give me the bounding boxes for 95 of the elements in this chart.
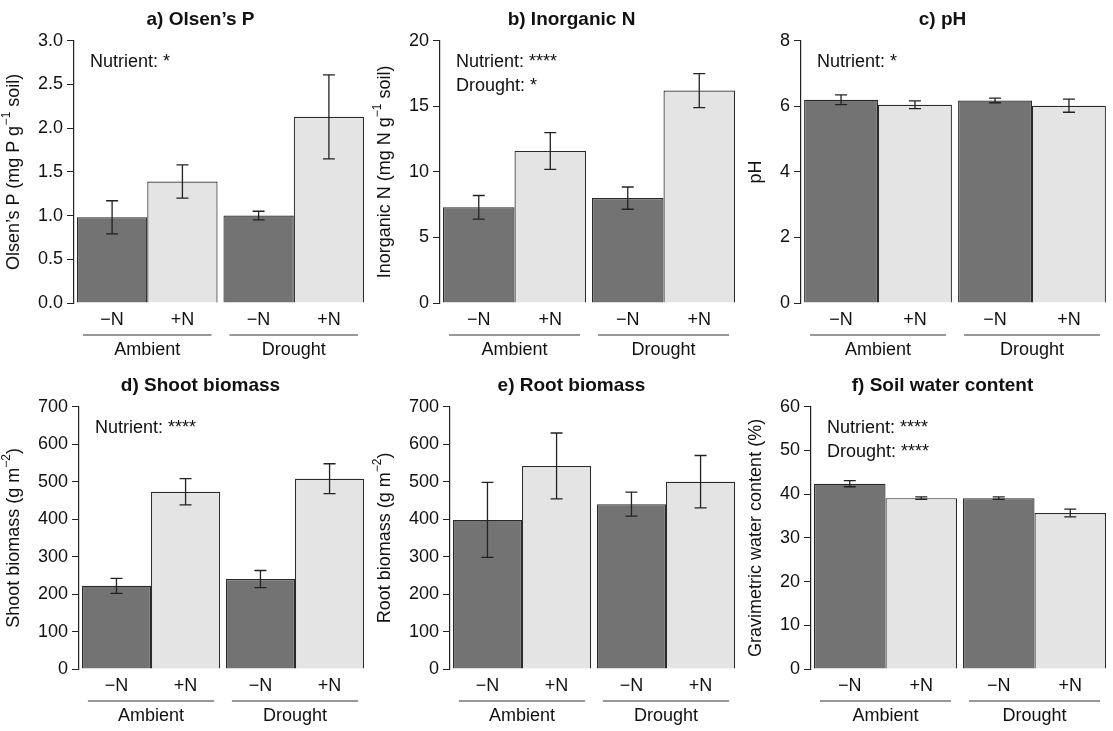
y-tick-label: 0 <box>790 657 801 678</box>
chart-title: e) Root biomass <box>497 373 646 395</box>
y-axis-title: Root biomass (g m−2) <box>370 452 394 623</box>
annotation: Nutrient: **** <box>456 50 558 71</box>
series-label: +N <box>538 308 563 329</box>
annotation: Nutrient: **** <box>827 416 929 437</box>
y-tick-label: 10 <box>779 613 801 634</box>
y-tick-label: 200 <box>37 582 69 603</box>
y-axis-title: Shoot biomass (g m−2) <box>0 447 23 628</box>
series-label: −N <box>467 308 491 329</box>
x-tick-label: Ambient <box>489 704 556 725</box>
x-tick-label: Drought <box>261 338 326 359</box>
series-label: +N <box>903 308 927 329</box>
chart-title: b) Inorganic N <box>507 7 636 29</box>
text: −N <box>615 308 640 329</box>
text: +N <box>1057 308 1081 329</box>
y-tick-label: 40 <box>779 482 801 503</box>
x-tick-label: Ambient <box>481 338 548 359</box>
y-tick-label: 0.0 <box>37 291 64 312</box>
x-tick-label: Drought <box>999 338 1065 359</box>
y-tick-label: 0 <box>58 657 69 678</box>
y-axis-title: Olsen’s P (mg P g−1 soil) <box>0 73 23 271</box>
text: −N <box>983 308 1007 329</box>
text: −N <box>248 674 273 695</box>
chart-title: c) pH <box>918 7 967 29</box>
text: +N <box>687 308 712 329</box>
y-tick-label: 1.5 <box>37 160 64 181</box>
y-tick-label: 300 <box>37 545 69 566</box>
series-label: −N <box>838 674 862 695</box>
chart-title: a) Olsen’s P <box>146 7 255 29</box>
y-tick-label: 50 <box>779 438 801 459</box>
annotation: Nutrient: **** <box>95 416 197 437</box>
text: −N <box>246 308 271 329</box>
y-tick-label: 30 <box>779 526 801 547</box>
series-label: +N <box>173 674 198 695</box>
x-tick-label: Drought <box>633 704 699 725</box>
text: −N <box>986 674 1011 695</box>
y-tick-label: 8 <box>780 29 791 50</box>
y-tick-label: 2.0 <box>37 117 64 138</box>
y-tick-label: 2.5 <box>37 73 64 94</box>
y-tick-label: 20 <box>779 570 801 591</box>
x-tick-label: Drought <box>262 704 328 725</box>
y-tick-label: 1.0 <box>37 204 64 225</box>
y-axis-title: pH <box>744 160 765 184</box>
y-tick-label: 5 <box>419 226 430 247</box>
y-tick-label: 0 <box>429 657 440 678</box>
y-tick-label: 2 <box>780 226 791 247</box>
y-tick-label: 300 <box>408 545 440 566</box>
series-label: +N <box>170 308 195 329</box>
y-tick-label: 20 <box>408 29 430 50</box>
text: +N <box>317 674 342 695</box>
y-tick-label: 500 <box>408 470 440 491</box>
x-tick-label: Ambient <box>114 338 181 359</box>
y-axis-title: Inorganic N (mg N g−1 soil) <box>370 65 394 279</box>
y-tick-label: 500 <box>37 470 69 491</box>
chart-title: d) Shoot biomass <box>120 373 281 395</box>
series-label: +N <box>909 674 934 695</box>
annotation: Nutrient: * <box>90 50 171 71</box>
x-tick-label: Drought <box>631 338 696 359</box>
y-tick-label: 3.0 <box>37 29 64 50</box>
series-label: −N <box>829 308 853 329</box>
text: +N <box>1058 674 1083 695</box>
y-tick-label: 0 <box>419 291 430 312</box>
y-tick-label: 700 <box>37 395 69 416</box>
y-tick-label: 600 <box>408 432 440 453</box>
y-tick-label: 0.5 <box>37 248 64 269</box>
y-tick-label: 6 <box>780 95 791 116</box>
x-tick-label: Ambient <box>844 338 912 359</box>
y-tick-label: 10 <box>408 160 430 181</box>
series-label: −N <box>104 674 129 695</box>
annotation: Drought: **** <box>827 440 930 461</box>
y-tick-label: 600 <box>37 432 69 453</box>
x-tick-label: Ambient <box>118 704 185 725</box>
x-tick-label: Ambient <box>852 704 919 725</box>
y-tick-label: 4 <box>780 160 791 181</box>
y-tick-label: 100 <box>37 620 69 641</box>
y-tick-label: 400 <box>37 507 69 528</box>
y-tick-label: 400 <box>408 507 440 528</box>
text: −N <box>619 674 644 695</box>
series-label: −N <box>475 674 500 695</box>
y-tick-label: 700 <box>408 395 440 416</box>
text: +N <box>688 674 713 695</box>
series-label: +N <box>544 674 569 695</box>
y-tick-label: 200 <box>408 582 440 603</box>
annotation: Nutrient: * <box>817 50 898 71</box>
text: +N <box>317 308 341 329</box>
x-tick-label: Drought <box>1002 704 1067 725</box>
y-tick-label: 100 <box>408 620 440 641</box>
y-tick-label: 15 <box>408 95 430 116</box>
series-label: −N <box>100 308 124 329</box>
y-axis-title: Gravimetric water content (%) <box>744 418 765 657</box>
y-tick-label: 0 <box>780 291 791 312</box>
y-tick-label: 60 <box>779 395 801 416</box>
chart-title: f) Soil water content <box>851 373 1034 395</box>
annotation: Drought: * <box>456 74 538 95</box>
